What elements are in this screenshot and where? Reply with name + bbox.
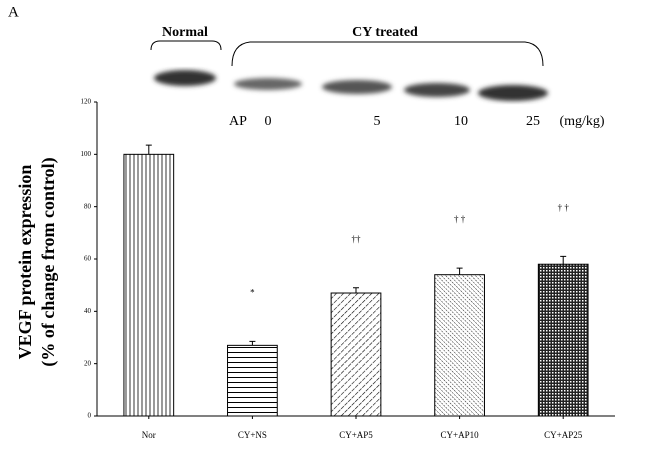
- x-tick-label: Nor: [142, 430, 156, 440]
- y-tick-label: 100: [81, 150, 92, 158]
- bar: [538, 264, 588, 416]
- x-tick-label: CY+AP25: [544, 430, 583, 440]
- dose-prefix: AP: [229, 114, 247, 129]
- figure: A Normal CY treated AP 0 5 10 25 (mg/kg)…: [0, 0, 664, 449]
- y-tick-label: 40: [84, 307, 92, 315]
- brace: [151, 41, 221, 50]
- significance-marker: ††: [352, 234, 362, 244]
- y-tick-label: 0: [88, 412, 92, 420]
- error-bar: [146, 145, 152, 154]
- y-tick-label: 80: [84, 202, 92, 210]
- significance-marker: *: [250, 287, 255, 297]
- dose-label: 0: [265, 114, 272, 129]
- y-axis-label: (% of change from control): [38, 157, 59, 366]
- error-bar: [353, 288, 359, 293]
- significance-marker: † †: [454, 214, 466, 224]
- x-tick-label: CY+NS: [238, 430, 267, 440]
- group-label: CY treated: [352, 25, 418, 40]
- dose-label: 25: [526, 114, 540, 129]
- brace: [232, 42, 543, 66]
- y-tick-label: 120: [81, 98, 92, 106]
- x-tick-label: CY+AP5: [339, 430, 373, 440]
- y-tick-label: 60: [84, 255, 92, 263]
- group-label: Normal: [162, 25, 208, 40]
- unit-label: (mg/kg): [559, 114, 604, 129]
- western-blot: [154, 70, 548, 101]
- bar: [435, 275, 485, 416]
- dose-label: 10: [454, 114, 468, 129]
- bar: [124, 154, 174, 416]
- panel-label: A: [8, 4, 19, 20]
- error-bar: [560, 256, 566, 264]
- error-bar: [457, 268, 463, 275]
- bar: [228, 345, 278, 416]
- error-bar: [249, 341, 255, 345]
- dose-label: 5: [374, 114, 381, 129]
- significance-marker: † †: [558, 202, 570, 212]
- bar: [331, 293, 381, 416]
- y-axis-label: VEGF protein expression: [15, 165, 35, 360]
- x-tick-label: CY+AP10: [441, 430, 480, 440]
- y-tick-label: 20: [84, 359, 92, 367]
